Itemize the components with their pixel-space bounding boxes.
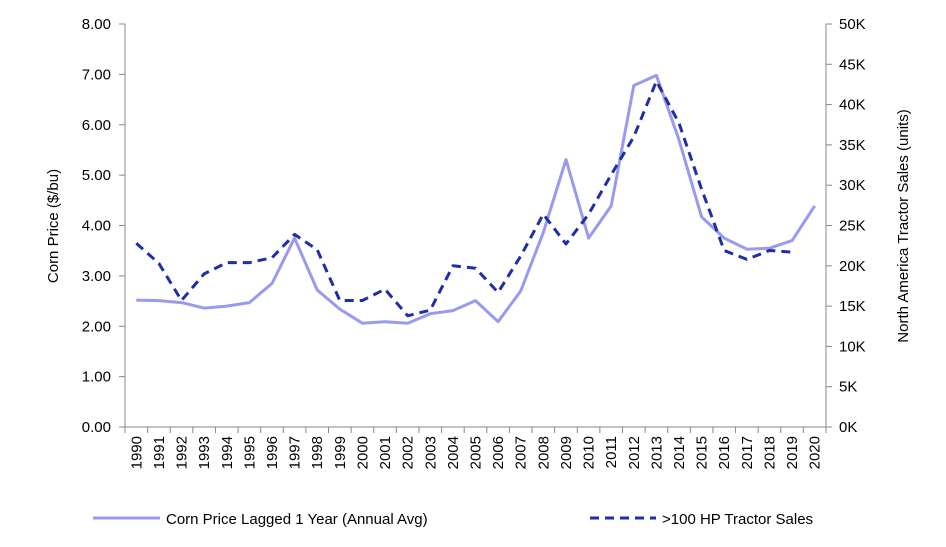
left-tick-label: 7.00 (82, 66, 111, 83)
x-tick-label: 2009 (558, 436, 575, 469)
right-tick-label: 10K (839, 338, 866, 355)
right-tick-label: 50K (839, 16, 866, 33)
x-tick-label: 1995 (241, 436, 258, 469)
left-tick-label: 0.00 (82, 419, 111, 436)
x-tick-label: 1990 (128, 436, 145, 469)
x-tick-label: 1997 (287, 436, 304, 469)
left-tick-label: 1.00 (82, 369, 111, 386)
series-line-tractor-sales (135, 79, 793, 318)
series-line-corn-price (136, 73, 816, 325)
right-axis-title: North America Tractor Sales (units) (895, 109, 912, 342)
left-tick-label: 4.00 (82, 218, 111, 235)
left-y-axis: 0.00 1.00 2.00 3.00 4.00 5.00 6.00 7.00 8.00 (82, 16, 126, 436)
left-tick-label: 5.00 (82, 167, 111, 184)
right-tick-label: 45K (839, 56, 866, 73)
x-tick-label: 2020 (807, 436, 824, 469)
right-tick-label: 35K (839, 137, 866, 154)
left-tick-label: 3.00 (82, 268, 111, 285)
x-tick-label: 2013 (648, 436, 665, 469)
legend-label-corn-price: Corn Price Lagged 1 Year (Annual Avg) (166, 511, 428, 528)
x-tick-label: 2017 (739, 436, 756, 469)
x-tick-label: 2003 (422, 436, 439, 469)
right-y-axis: 0K 5K 10K 15K 20K 25K 30K 35K 40K 45K 50K (825, 16, 866, 436)
x-tick-label: 1996 (264, 436, 281, 469)
series-layer (135, 73, 816, 325)
x-tick-label: 1991 (151, 436, 168, 469)
x-tick-label: 2006 (490, 436, 507, 469)
x-tick-label: 1999 (332, 436, 349, 469)
x-tick-label: 2010 (581, 436, 598, 469)
left-tick-label: 2.00 (82, 318, 111, 335)
x-tick-label: 2018 (761, 436, 778, 469)
x-tick-label: 2002 (400, 436, 417, 469)
x-tick-label: 1993 (196, 436, 213, 469)
right-tick-label: 25K (839, 218, 866, 235)
left-tick-label: 6.00 (82, 117, 111, 134)
legend: Corn Price Lagged 1 Year (Annual Avg) >1… (93, 511, 813, 528)
x-tick-label: 2011 (603, 436, 620, 468)
x-tick-label: 2004 (445, 436, 462, 469)
right-tick-label: 20K (839, 258, 866, 275)
x-tick-label: 1994 (219, 436, 236, 469)
x-tick-label: 2014 (671, 436, 688, 469)
x-tick-label: 1998 (309, 436, 326, 469)
right-tick-label: 30K (839, 177, 866, 194)
x-axis: 1990 1991 1992 1993 1994 1995 1996 1997 1998 1999… (124, 426, 827, 469)
right-tick-label: 40K (839, 97, 866, 114)
x-tick-label: 2007 (513, 436, 530, 469)
left-tick-label: 8.00 (82, 16, 111, 33)
x-tick-label: 2019 (784, 436, 801, 469)
x-tick-label: 2008 (535, 436, 552, 469)
legend-label-tractor-sales: >100 HP Tractor Sales (662, 511, 813, 528)
right-tick-label: 5K (839, 379, 857, 396)
x-tick-label: 2001 (377, 436, 394, 469)
right-tick-label: 0K (839, 419, 857, 436)
x-tick-label: 2015 (694, 436, 711, 469)
x-tick-label: 1992 (174, 436, 191, 469)
x-tick-label: 2000 (354, 436, 371, 469)
left-axis-title: Corn Price ($/bu) (45, 169, 62, 283)
x-tick-label: 2016 (716, 436, 733, 469)
right-tick-label: 15K (839, 298, 866, 315)
x-tick-label: 2005 (468, 436, 485, 469)
x-tick-label: 2012 (626, 436, 643, 469)
